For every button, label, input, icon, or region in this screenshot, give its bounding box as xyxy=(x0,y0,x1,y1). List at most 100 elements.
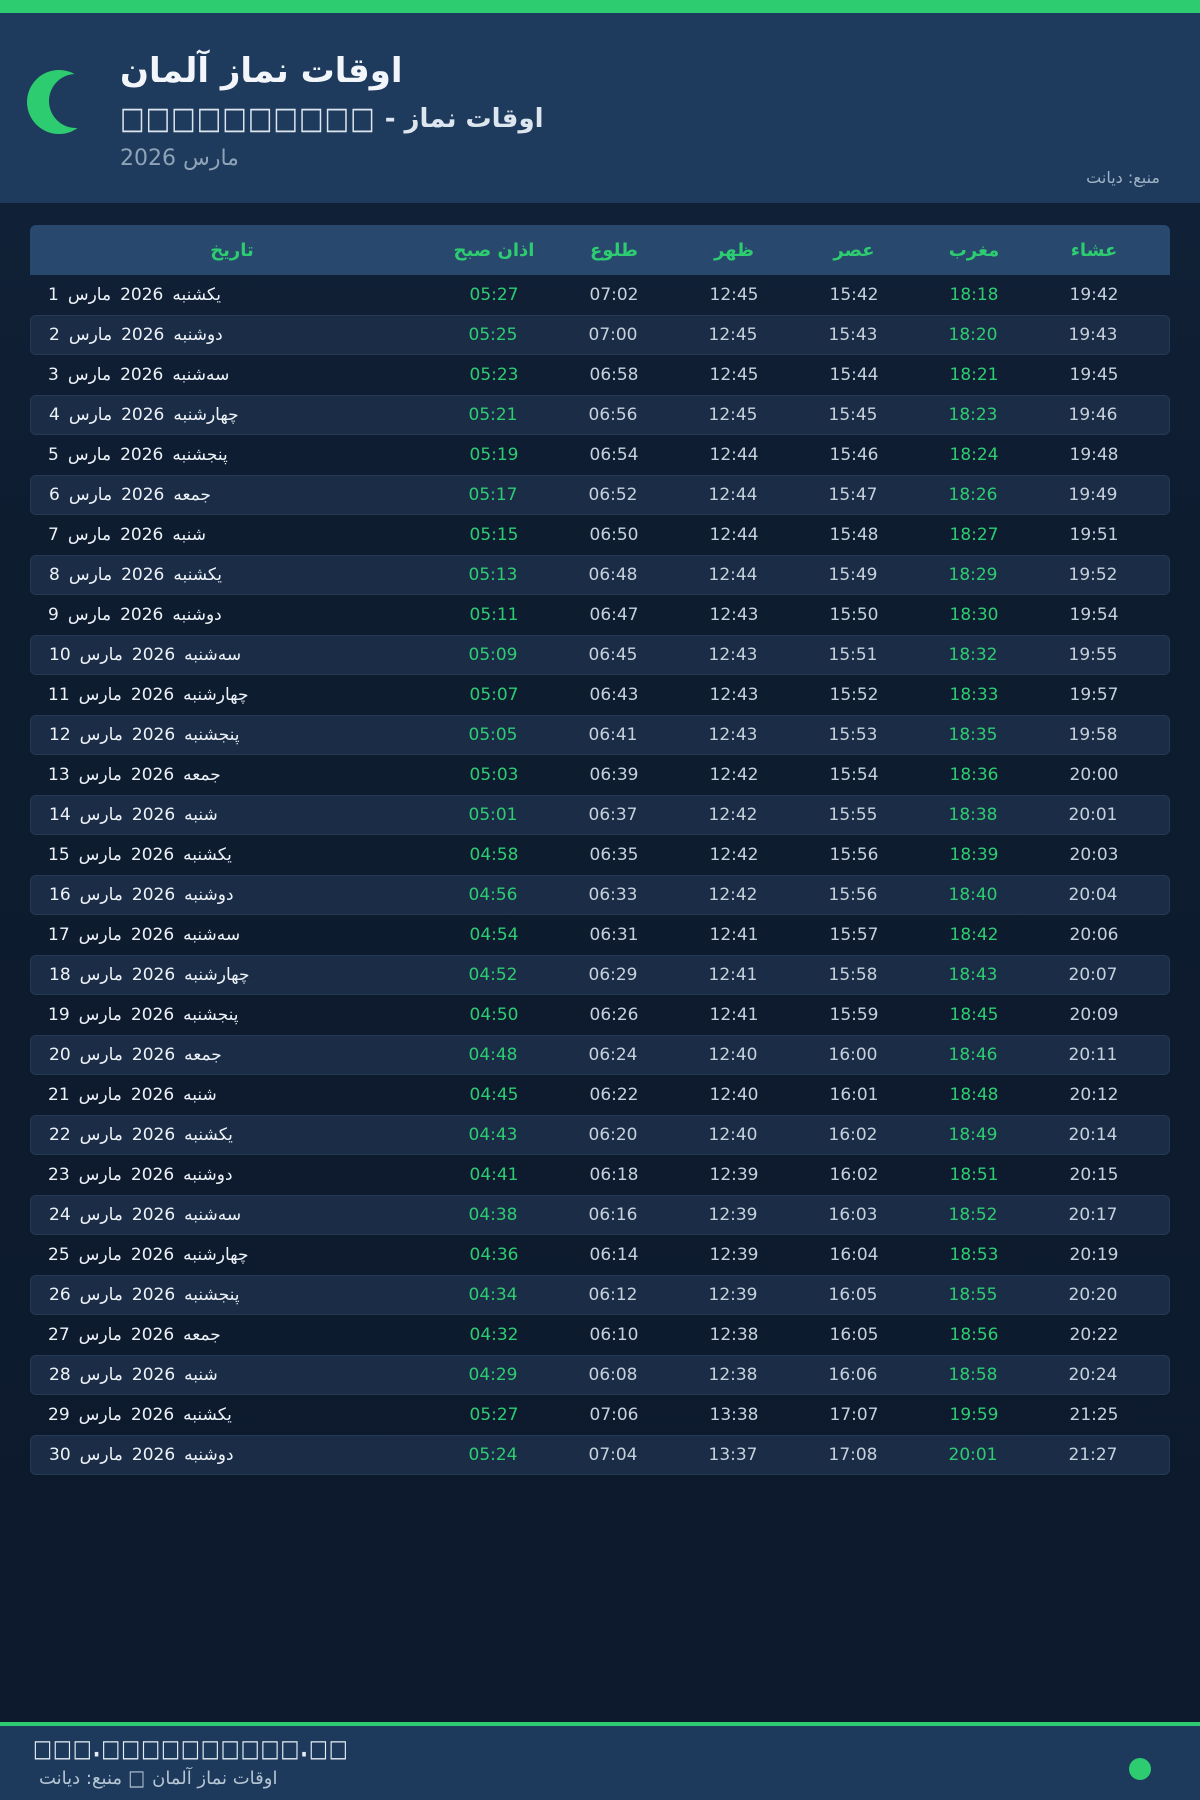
day-number: 15 xyxy=(48,845,70,865)
fajr-time-cell: 05:21 xyxy=(468,405,518,425)
fajr-time-cell: 04:36 xyxy=(469,1245,519,1265)
sunrise-time-cell: 06:24 xyxy=(588,1045,638,1065)
month-label: مارس 2026 xyxy=(120,146,239,171)
asr-time-cell: 16:02 xyxy=(829,1165,879,1185)
isha-time-cell: 19:43 xyxy=(1068,325,1118,345)
table-row: 18 مارس 2026 چهارشنبه 04:52 06:29 12:41 … xyxy=(30,955,1170,995)
crescent-moon-icon xyxy=(27,70,103,134)
maghrib-time-cell: 18:51 xyxy=(949,1165,999,1185)
dhuhr-time-cell: 12:44 xyxy=(708,565,758,585)
month-name: مارس xyxy=(78,1325,122,1345)
weekday-name: سه‌شنبه xyxy=(183,925,241,945)
table-row: 6 مارس 2026 جمعه 05:17 06:52 12:44 15:47… xyxy=(30,475,1170,515)
col-header-fajr: اذان صبح xyxy=(453,239,535,261)
dhuhr-time-cell: 12:40 xyxy=(708,1125,758,1145)
isha-time-cell: 20:17 xyxy=(1068,1205,1118,1225)
weekday-name: سه‌شنبه xyxy=(184,645,242,665)
weekday-name: یکشنبه xyxy=(183,1405,232,1425)
fajr-time-cell: 04:34 xyxy=(468,1285,518,1305)
weekday-name: جمعه xyxy=(183,765,221,785)
table-row: 20 مارس 2026 جمعه 04:48 06:24 12:40 16:0… xyxy=(30,1035,1170,1075)
month-name: مارس xyxy=(79,1045,123,1065)
date-cell: 8 مارس 2026 یکشنبه xyxy=(31,565,433,585)
table-row: 5 مارس 2026 پنجشنبه 05:19 06:54 12:44 15… xyxy=(30,435,1170,475)
maghrib-time-cell: 18:43 xyxy=(948,965,998,985)
date-cell: 11 مارس 2026 چهارشنبه xyxy=(30,685,434,705)
weekday-name: دوشنبه xyxy=(172,605,222,625)
month-name: مارس xyxy=(78,765,122,785)
fajr-time-cell: 04:56 xyxy=(468,885,518,905)
isha-time-cell: 20:06 xyxy=(1069,925,1119,945)
day-number: 28 xyxy=(49,1365,71,1385)
month-name: مارس xyxy=(78,1405,122,1425)
fajr-time-cell: 04:54 xyxy=(469,925,519,945)
day-number: 26 xyxy=(49,1285,71,1305)
sunrise-time-cell: 06:20 xyxy=(588,1125,638,1145)
maghrib-time-cell: 18:55 xyxy=(948,1285,998,1305)
date-cell: 19 مارس 2026 پنجشنبه xyxy=(30,1005,434,1025)
table-row: 26 مارس 2026 پنجشنبه 04:34 06:12 12:39 1… xyxy=(30,1275,1170,1315)
maghrib-time-cell: 18:36 xyxy=(949,765,999,785)
fajr-time-cell: 04:48 xyxy=(468,1045,518,1065)
year-number: 2026 xyxy=(131,1205,176,1225)
sunrise-time-cell: 06:48 xyxy=(588,565,638,585)
day-number: 22 xyxy=(49,1125,71,1145)
weekday-name: دوشنبه xyxy=(184,885,234,905)
weekday-name: پنجشنبه xyxy=(184,725,240,745)
day-number: 19 xyxy=(48,1005,70,1025)
source-note: منبع: دیانت xyxy=(1086,168,1160,187)
dhuhr-time-cell: 13:38 xyxy=(709,1405,759,1425)
table-row: 2 مارس 2026 دوشنبه 05:25 07:00 12:45 15:… xyxy=(30,315,1170,355)
date-cell: 1 مارس 2026 یکشنبه xyxy=(30,285,434,305)
maghrib-time-cell: 18:24 xyxy=(949,445,999,465)
month-name: مارس xyxy=(78,1005,122,1025)
date-cell: 30 مارس 2026 دوشنبه xyxy=(31,1445,433,1465)
fajr-time-cell: 05:24 xyxy=(468,1445,518,1465)
weekday-name: چهارشنبه xyxy=(183,685,249,705)
sunrise-time-cell: 06:26 xyxy=(589,1005,639,1025)
table-row: 7 مارس 2026 شنبه 05:15 06:50 12:44 15:48… xyxy=(30,515,1170,555)
year-number: 2026 xyxy=(130,685,175,705)
isha-time-cell: 21:25 xyxy=(1069,1405,1119,1425)
dhuhr-time-cell: 12:43 xyxy=(709,605,759,625)
asr-time-cell: 15:56 xyxy=(829,845,879,865)
table-row: 24 مارس 2026 سه‌شنبه 04:38 06:16 12:39 1… xyxy=(30,1195,1170,1235)
isha-time-cell: 20:09 xyxy=(1069,1005,1119,1025)
day-number: 27 xyxy=(48,1325,70,1345)
weekday-name: چهارشنبه xyxy=(183,1245,249,1265)
asr-time-cell: 16:00 xyxy=(828,1045,878,1065)
date-cell: 10 مارس 2026 سه‌شنبه xyxy=(31,645,433,665)
maghrib-time-cell: 18:32 xyxy=(948,645,998,665)
fajr-time-cell: 04:58 xyxy=(469,845,519,865)
year-number: 2026 xyxy=(121,485,165,505)
weekday-name: دوشنبه xyxy=(173,325,223,345)
fajr-time-cell: 05:13 xyxy=(468,565,518,585)
sunrise-time-cell: 07:02 xyxy=(589,285,639,305)
col-header-dhuhr: ظهر xyxy=(713,239,755,261)
table-row: 13 مارس 2026 جمعه 05:03 06:39 12:42 15:5… xyxy=(30,755,1170,795)
year-number: 2026 xyxy=(131,885,176,905)
date-cell: 9 مارس 2026 دوشنبه xyxy=(30,605,434,625)
year-number: 2026 xyxy=(121,405,165,425)
month-name: مارس xyxy=(79,725,123,745)
month-name: مارس xyxy=(79,885,123,905)
date-cell: 15 مارس 2026 یکشنبه xyxy=(30,845,434,865)
sunrise-time-cell: 06:14 xyxy=(589,1245,639,1265)
asr-time-cell: 15:58 xyxy=(828,965,878,985)
asr-time-cell: 16:05 xyxy=(828,1285,878,1305)
asr-time-cell: 15:55 xyxy=(828,805,878,825)
maghrib-time-cell: 18:49 xyxy=(948,1125,998,1145)
date-cell: 4 مارس 2026 چهارشنبه xyxy=(31,405,433,425)
isha-time-cell: 19:58 xyxy=(1068,725,1118,745)
sunrise-time-cell: 06:47 xyxy=(589,605,639,625)
date-cell: 25 مارس 2026 چهارشنبه xyxy=(30,1245,434,1265)
isha-time-cell: 19:48 xyxy=(1069,445,1119,465)
maghrib-time-cell: 18:48 xyxy=(949,1085,999,1105)
sunrise-time-cell: 06:45 xyxy=(588,645,638,665)
fajr-time-cell: 05:23 xyxy=(469,365,519,385)
date-cell: 6 مارس 2026 جمعه xyxy=(31,485,433,505)
day-number: 4 xyxy=(49,405,60,425)
isha-time-cell: 19:45 xyxy=(1069,365,1119,385)
weekday-name: پنجشنبه xyxy=(183,1005,239,1025)
fajr-time-cell: 04:52 xyxy=(468,965,518,985)
